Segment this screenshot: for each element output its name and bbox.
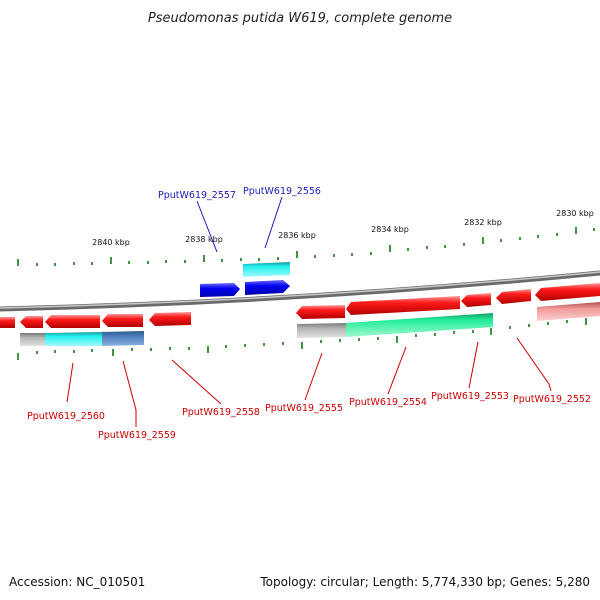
reverse-labels [66,337,552,427]
scale-label: 2834 kbp [371,225,409,234]
callout-line [304,352,323,401]
map-title: Pseudomonas putida W619, complete genome [148,11,452,26]
gene-arrow[interactable] [200,283,240,297]
scale-label: 2836 kbp [278,231,316,240]
gene-label[interactable]: PputW619_2553 [431,391,509,402]
callout-line [66,362,74,403]
gene-label[interactable]: PputW619_2557 [158,190,236,201]
gene-arrow[interactable] [496,289,531,304]
callout-line [171,359,222,405]
gene-arrow[interactable] [20,316,43,328]
cds-box[interactable] [243,262,290,277]
callout-line [264,196,283,249]
gene-label[interactable]: PputW619_2554 [349,397,427,408]
genome-backbone-highlight [0,271,600,309]
reverse-strand [0,283,600,328]
gene-arrow[interactable] [535,283,600,301]
gene-arrow[interactable] [102,314,143,327]
scale-label: 2838 kbp [185,235,223,244]
cds-box[interactable] [346,313,493,337]
scale-label: 2840 kbp [92,238,130,247]
cds-box[interactable] [20,333,45,346]
gene-arrow[interactable] [461,293,491,307]
genome-summary-text: Topology: circular; Length: 5,774,330 bp… [259,575,590,589]
forward-labels [196,196,283,253]
callout-line [516,337,552,392]
forward-strand [200,262,290,297]
reverse-cds [20,302,600,346]
gene-label[interactable]: PputW619_2556 [243,186,321,197]
gene-arrow[interactable] [149,312,191,326]
gene-label[interactable]: PputW619_2560 [27,411,105,422]
callout-line [468,341,479,389]
gene-arrow[interactable] [45,315,100,328]
gene-label[interactable]: PputW619_2558 [182,407,260,418]
genome-backbone [0,270,600,312]
scale-labels: 2840 kbp 2838 kbp 2836 kbp 2834 kbp 2832… [92,209,594,247]
callout-line [387,346,407,395]
gene-label[interactable]: PputW619_2555 [265,403,343,414]
gene-arrow[interactable] [296,305,345,319]
scale-label: 2830 kbp [556,209,594,218]
scale-ticks-upper [17,227,595,266]
gene-label[interactable]: PputW619_2559 [98,430,176,441]
gene-label[interactable]: PputW619_2552 [513,394,591,405]
gene-arrow[interactable] [346,296,460,315]
gene-arrow[interactable] [245,280,290,295]
cds-box[interactable] [102,331,144,346]
callout-line [122,360,137,427]
callout-line [196,200,218,253]
cds-box[interactable] [537,302,600,321]
scale-ticks-lower [17,318,587,360]
cds-box[interactable] [45,332,102,346]
accession-text: Accession: NC_010501 [9,575,145,589]
cds-box[interactable] [297,323,346,338]
scale-label: 2832 kbp [464,218,502,227]
gene-arrow[interactable] [0,317,15,328]
